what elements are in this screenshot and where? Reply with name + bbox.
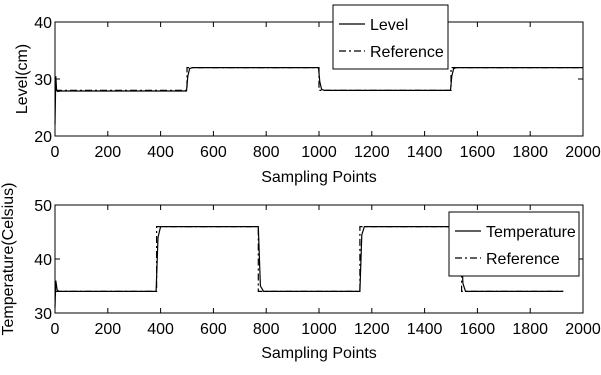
y-tick-label: 50 [34,198,52,215]
legend-box [332,4,449,70]
x-tick-label: 1800 [512,144,548,161]
x-tick-label: 1200 [354,321,390,338]
x-axis-label: Sampling Points [261,169,377,186]
x-tick-label: 1600 [460,321,496,338]
x-tick-label: 200 [94,144,121,161]
series-line-measured [54,66,583,125]
x-tick-label: 1400 [407,321,443,338]
y-tick-label: 20 [34,129,52,146]
y-tick-label: 30 [34,306,52,323]
x-tick-label: 600 [200,144,227,161]
x-tick-label: 1600 [460,144,496,161]
y-axis-label: Level(cm) [14,44,31,114]
y-axis-label: Temperature(Celsius) [0,183,17,336]
y-tick-label: 40 [34,15,52,32]
y-tick-label: 40 [34,252,52,269]
x-tick-label: 1200 [354,144,390,161]
x-tick-label: 2000 [565,144,601,161]
x-tick-label: 1800 [512,321,548,338]
x-tick-label: 600 [200,321,227,338]
legend: Level Reference [332,4,449,70]
legend-label: Reference [486,251,560,268]
x-tick-label: 0 [51,321,60,338]
x-tick-label: 200 [94,321,121,338]
legend-box [448,211,580,277]
x-axis-label: Sampling Points [261,345,377,362]
x-tick-label: 400 [147,144,174,161]
legend-label: Level [370,17,408,34]
x-tick-label: 2000 [565,321,601,338]
x-tick-label: 1000 [301,321,337,338]
x-tick-label: 800 [253,144,280,161]
x-tick-label: 800 [253,321,280,338]
x-tick-label: 1400 [407,144,443,161]
legend: Temperature Reference [448,211,580,277]
chart-panel-1: 0 200 400 600 800 1000 1200 1400 1600 1800 2000 20 3… [14,4,601,186]
y-tick-label: 30 [34,72,52,89]
series-line-reference [55,66,583,92]
chart-panel-2: 0 200 400 600 800 1000 1200 1400 1600 1800 2000 30 4… [0,183,601,362]
legend-label: Reference [370,44,444,61]
legend-label: Temperature [486,224,576,241]
x-tick-label: 0 [51,144,60,161]
x-tick-label: 400 [147,321,174,338]
x-tick-label: 1000 [301,144,337,161]
